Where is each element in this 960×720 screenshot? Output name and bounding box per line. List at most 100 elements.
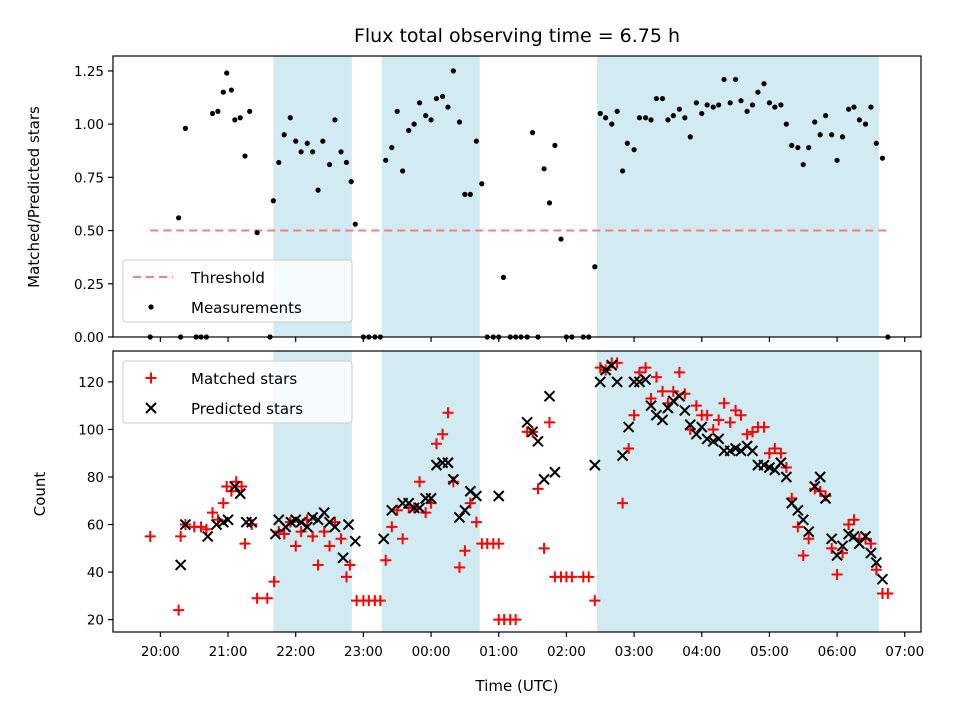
legend-label: Measurements — [191, 299, 302, 317]
measurement-point — [176, 215, 182, 221]
predicted-star-point — [430, 459, 443, 471]
predicted-star-point — [532, 435, 544, 448]
measurement-point — [389, 144, 395, 151]
matched-star-point — [217, 497, 229, 509]
predicted-star-point — [222, 514, 234, 526]
measurement-point — [423, 113, 429, 119]
matched-star-point — [870, 564, 882, 576]
matched-star-point — [261, 592, 273, 604]
predicted-star-point — [413, 502, 426, 514]
matched-star-point — [175, 530, 187, 542]
measurement-point — [541, 166, 547, 172]
legend-label: Threshold — [190, 269, 265, 287]
predicted-star-point — [639, 373, 652, 386]
measurement-point — [320, 138, 326, 144]
predicted-star-point — [377, 533, 390, 545]
measurement-point — [856, 117, 863, 123]
measurement-point — [433, 95, 440, 102]
measurement-point — [687, 134, 693, 140]
measurement-point — [237, 115, 243, 121]
matched-star-point — [239, 538, 251, 550]
predicted-star-point — [673, 390, 686, 402]
matched-star-point — [797, 549, 809, 561]
measurement-point — [232, 117, 238, 123]
measurement-point — [352, 221, 358, 227]
predicted-star-point — [836, 540, 849, 552]
matched-star-point — [566, 571, 578, 583]
matched-star-point — [633, 366, 645, 378]
matched-star-point — [650, 371, 662, 383]
matched-star-point — [144, 530, 156, 542]
matched-star-point — [713, 414, 725, 426]
legend-label: Predicted stars — [191, 400, 303, 418]
matched-star-point — [690, 400, 702, 412]
measurement-point — [727, 100, 733, 106]
predicted-star-point — [337, 552, 349, 564]
panel-ratio: Flux total observing time = 6.75 h Match… — [25, 25, 922, 346]
measurement-point — [411, 121, 417, 127]
matched-star-point — [865, 538, 877, 550]
matched-star-point — [391, 504, 403, 516]
measurement-point — [721, 76, 727, 83]
y-tick-label: 60 — [87, 518, 104, 534]
matched-star-point — [268, 576, 280, 588]
y-axis-label-ratio: Matched/Predicted stars — [25, 106, 43, 288]
measurement-point — [761, 81, 767, 87]
matched-star-point — [656, 385, 668, 397]
measurement-point — [348, 178, 354, 185]
matched-star-point — [173, 604, 185, 616]
matched-star-point — [453, 561, 465, 573]
legend — [122, 259, 353, 323]
legend-measurement-marker — [148, 304, 154, 310]
matched-star-point — [344, 559, 356, 571]
predicted-star-point — [859, 530, 872, 543]
predicted-star-point — [246, 516, 258, 528]
measurement-point — [293, 138, 299, 144]
predicted-star-point — [521, 416, 533, 429]
measurement-point — [332, 117, 338, 123]
measurement-point — [343, 159, 350, 166]
measurement-point — [445, 104, 451, 110]
matched-star-point — [324, 540, 336, 552]
measurement-point — [642, 115, 649, 121]
measurement-point — [298, 149, 304, 155]
measurement-point — [467, 191, 473, 197]
measurement-point — [851, 104, 857, 110]
measurement-point — [597, 110, 603, 117]
matched-star-point — [470, 516, 482, 528]
measurement-point — [670, 113, 676, 119]
predicted-star-point — [594, 376, 606, 388]
measurement-point — [862, 121, 869, 127]
predicted-star-point — [780, 471, 793, 483]
predicted-star-point — [616, 449, 629, 462]
matched-star-point — [380, 554, 392, 566]
y-axis-label-count: Count — [31, 472, 49, 517]
matched-star-point — [278, 528, 290, 540]
matched-star-point — [803, 533, 815, 545]
measurement-point — [744, 108, 750, 114]
measurement-point — [529, 130, 536, 136]
matched-star-point — [775, 447, 787, 459]
matched-star-point — [221, 481, 233, 493]
matched-star-point — [848, 514, 860, 526]
measurement-point — [653, 95, 660, 102]
measurement-point — [783, 121, 789, 127]
measurement-point — [659, 95, 666, 102]
predicted-star-point — [701, 433, 713, 445]
predicted-star-point — [174, 559, 187, 571]
measurement-point — [428, 117, 434, 123]
matched-star-point — [543, 416, 555, 428]
predicted-star-point — [543, 390, 556, 402]
predicted-star-point — [633, 376, 646, 388]
y-tick-label: 80 — [87, 470, 104, 486]
measurement-point — [242, 153, 248, 159]
measurement-point — [287, 115, 293, 121]
predicted-star-point — [797, 514, 809, 526]
x-tick-label: 04:00 — [682, 644, 721, 660]
predicted-star-point — [447, 473, 460, 486]
matched-star-point — [758, 421, 770, 433]
measurement-point — [182, 125, 189, 131]
measurement-point — [416, 100, 423, 106]
predicted-star-point — [179, 518, 192, 531]
